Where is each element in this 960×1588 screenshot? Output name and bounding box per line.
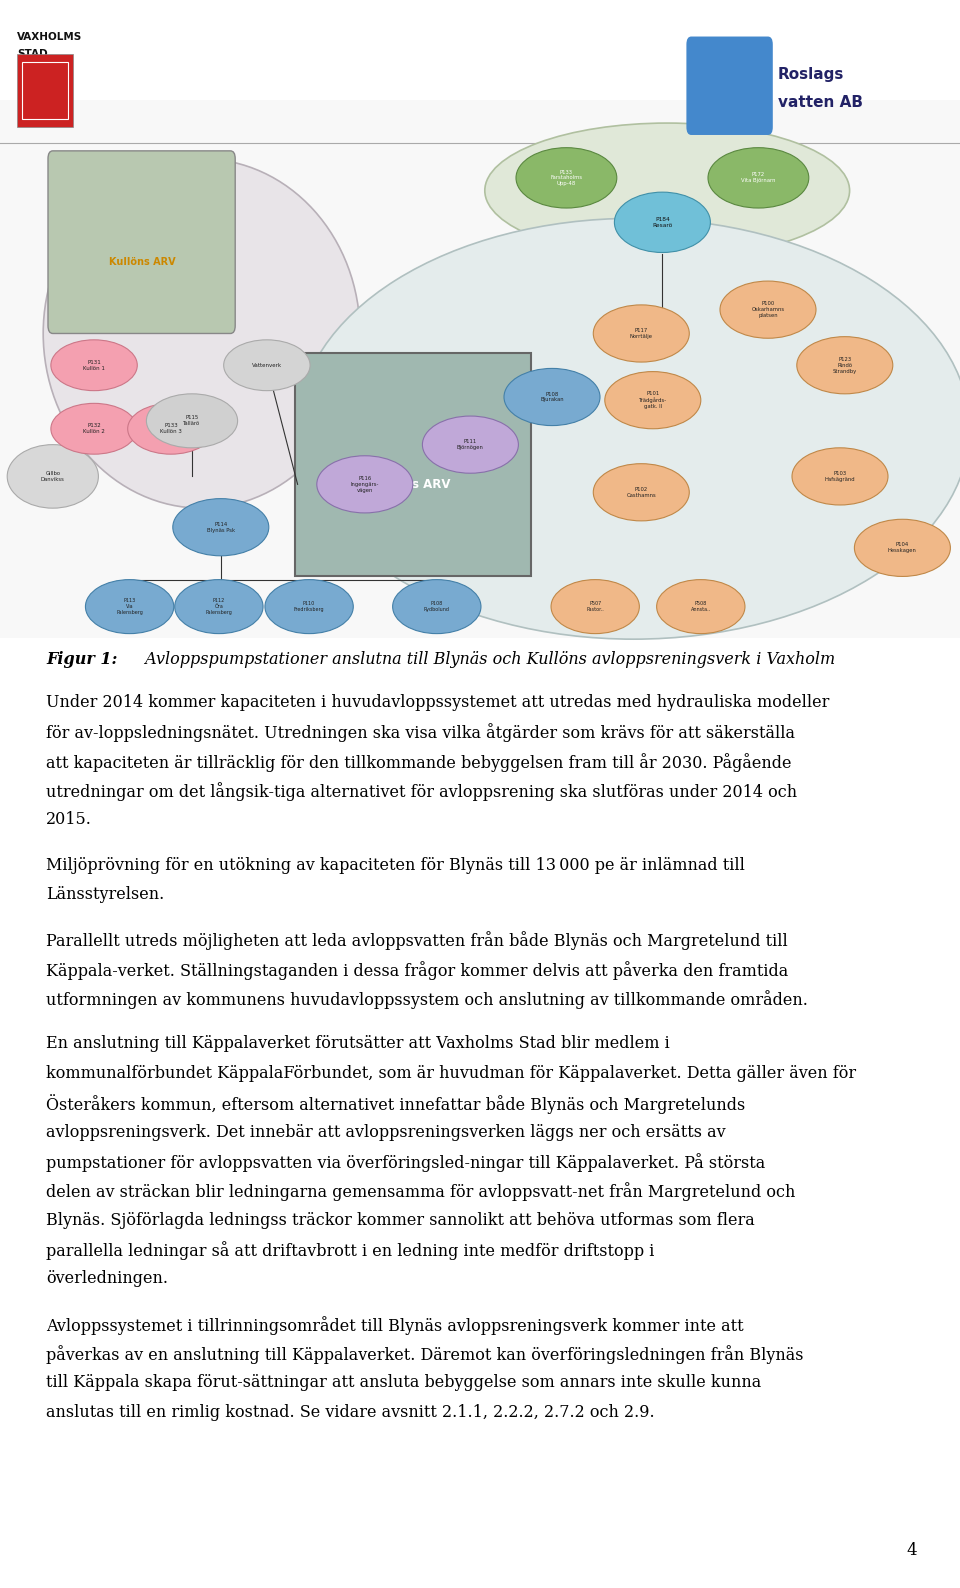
Text: för av-loppsledningsnätet. Utredningen ska visa vilka åtgärder som krävs för att: för av-loppsledningsnätet. Utredningen s… xyxy=(46,724,795,742)
Text: P112
Öra
Palensberg: P112 Öra Palensberg xyxy=(205,599,232,615)
Text: utformningen av kommunens huvudavloppssystem och anslutning av tillkommande områ: utformningen av kommunens huvudavloppssy… xyxy=(46,991,808,1008)
Text: Blynäs. Sjöförlagda ledningss träckor kommer sannolikt att behöva utformas som f: Blynäs. Sjöförlagda ledningss träckor ko… xyxy=(46,1212,755,1229)
Text: att kapaciteten är tillräcklig för den tillkommande bebyggelsen fram till år 203: att kapaciteten är tillräcklig för den t… xyxy=(46,753,792,772)
Ellipse shape xyxy=(146,394,238,448)
Ellipse shape xyxy=(51,403,137,454)
Text: P108
Rydbolund: P108 Rydbolund xyxy=(423,602,450,611)
Text: P133
Kullön 3: P133 Kullön 3 xyxy=(160,424,181,434)
Ellipse shape xyxy=(708,148,808,208)
Text: Blynas ARV: Blynas ARV xyxy=(375,478,450,491)
Text: Roslags: Roslags xyxy=(778,67,844,81)
FancyBboxPatch shape xyxy=(17,54,73,127)
Text: Österåkers kommun, eftersom alternativet innefattar både Blynäs och Margretelund: Österåkers kommun, eftersom alternativet… xyxy=(46,1094,745,1115)
Text: P111
Björnögen: P111 Björnögen xyxy=(457,440,484,449)
Text: pumpstationer för avloppsvatten via överföringsled-ningar till Käppalaverket. På: pumpstationer för avloppsvatten via över… xyxy=(46,1153,765,1172)
Text: Länsstyrelsen.: Länsstyrelsen. xyxy=(46,886,164,904)
Text: vatten AB: vatten AB xyxy=(778,95,863,110)
Text: VAXHOLMS: VAXHOLMS xyxy=(17,32,83,41)
Ellipse shape xyxy=(265,580,353,634)
FancyBboxPatch shape xyxy=(48,151,235,333)
Ellipse shape xyxy=(504,368,600,426)
Text: P113
Via
Palensberg: P113 Via Palensberg xyxy=(116,599,143,615)
Ellipse shape xyxy=(551,580,639,634)
Text: Avloppssystemet i tillrinningsområdet till Blynäs avloppsreningsverk kommer inte: Avloppssystemet i tillrinningsområdet ti… xyxy=(46,1316,744,1334)
Text: 2015.: 2015. xyxy=(46,811,92,829)
Text: P116
Ingengärs-
vägen: P116 Ingengärs- vägen xyxy=(350,476,379,492)
Ellipse shape xyxy=(175,580,263,634)
Text: P508
Annsta..: P508 Annsta.. xyxy=(691,602,710,611)
Text: P100
Oskarhamns
platsen: P100 Oskarhamns platsen xyxy=(752,302,784,318)
Text: P102
Casthamns: P102 Casthamns xyxy=(627,488,656,497)
Ellipse shape xyxy=(797,337,893,394)
Text: P110
Fredriksberg: P110 Fredriksberg xyxy=(294,602,324,611)
Text: Avloppspumpstationer anslutna till Blynäs och Kullöns avloppsreningsverk i Vaxho: Avloppspumpstationer anslutna till Blynä… xyxy=(140,651,835,669)
Ellipse shape xyxy=(173,499,269,556)
Ellipse shape xyxy=(593,305,689,362)
Ellipse shape xyxy=(605,372,701,429)
Text: parallella ledningar så att driftavbrott i en ledning inte medför driftstopp i: parallella ledningar så att driftavbrott… xyxy=(46,1242,655,1259)
Text: anslutas till en rimlig kostnad. Se vidare avsnitt 2.1.1, 2.2.2, 2.7.2 och 2.9.: anslutas till en rimlig kostnad. Se vida… xyxy=(46,1404,655,1421)
Ellipse shape xyxy=(224,340,310,391)
Text: P131
Kullön 1: P131 Kullön 1 xyxy=(84,360,105,370)
Ellipse shape xyxy=(485,124,850,257)
Text: påverkas av en anslutning till Käppalaverket. Däremot kan överföringsledningen f: påverkas av en anslutning till Käppalave… xyxy=(46,1345,804,1364)
Text: Käppala-verket. Ställningstaganden i dessa frågor kommer delvis att påverka den : Käppala-verket. Ställningstaganden i des… xyxy=(46,961,788,980)
Ellipse shape xyxy=(393,580,481,634)
Text: kommunalförbundet KäppalaFörbundet, som är huvudman för Käppalaverket. Detta gäl: kommunalförbundet KäppalaFörbundet, som … xyxy=(46,1066,856,1081)
Ellipse shape xyxy=(792,448,888,505)
Text: P172
Vita Björnarn: P172 Vita Björnarn xyxy=(741,173,776,183)
Text: Under 2014 kommer kapaciteten i huvudavloppssystemet att utredas med hydrauliska: Under 2014 kommer kapaciteten i huvudavl… xyxy=(46,694,829,711)
Ellipse shape xyxy=(298,218,960,640)
Ellipse shape xyxy=(128,403,214,454)
Text: Parallellt utreds möjligheten att leda avloppsvatten från både Blynäs och Margre: Parallellt utreds möjligheten att leda a… xyxy=(46,931,788,950)
Text: P123
Rindö
Strandby: P123 Rindö Strandby xyxy=(832,357,857,373)
Text: P101
Trädgårds-
gatk. II: P101 Trädgårds- gatk. II xyxy=(638,392,667,408)
Ellipse shape xyxy=(516,148,616,208)
Text: utredningar om det långsik-tiga alternativet för avloppsrening ska slutföras und: utredningar om det långsik-tiga alternat… xyxy=(46,781,797,800)
Text: P117
Norrtälje: P117 Norrtälje xyxy=(630,329,653,338)
Text: P103
Hafsägränd: P103 Hafsägränd xyxy=(825,472,855,481)
Text: P507
Pastor..: P507 Pastor.. xyxy=(587,602,604,611)
Text: P133
Farstaholms
Upp-48: P133 Farstaholms Upp-48 xyxy=(550,170,583,186)
FancyBboxPatch shape xyxy=(0,100,960,638)
Text: Vattenverk: Vattenverk xyxy=(252,362,282,368)
Text: Miljöprövning för en utökning av kapaciteten för Blynäs till 13 000 pe är inlämn: Miljöprövning för en utökning av kapacit… xyxy=(46,858,745,873)
Text: Kullöns ARV: Kullöns ARV xyxy=(108,257,176,267)
Ellipse shape xyxy=(657,580,745,634)
Text: Gillbo
Danvikss: Gillbo Danvikss xyxy=(41,472,64,481)
FancyBboxPatch shape xyxy=(686,37,773,135)
Ellipse shape xyxy=(317,456,413,513)
Ellipse shape xyxy=(593,464,689,521)
Text: till Käppala skapa förut-sättningar att ansluta bebyggelse som annars inte skull: till Käppala skapa förut-sättningar att … xyxy=(46,1375,761,1391)
Ellipse shape xyxy=(422,416,518,473)
Text: överledningen.: överledningen. xyxy=(46,1270,168,1288)
Text: En anslutning till Käppalaverket förutsätter att Vaxholms Stad blir medlem i: En anslutning till Käppalaverket förutsä… xyxy=(46,1035,670,1053)
Text: STAD: STAD xyxy=(17,49,48,59)
Text: P132
Kullön 2: P132 Kullön 2 xyxy=(84,424,105,434)
Text: P184
Resarö: P184 Resarö xyxy=(652,218,673,227)
Ellipse shape xyxy=(7,445,99,508)
Ellipse shape xyxy=(43,159,360,508)
Ellipse shape xyxy=(720,281,816,338)
Ellipse shape xyxy=(51,340,137,391)
FancyBboxPatch shape xyxy=(295,353,531,576)
Text: P108
Bjurakan: P108 Bjurakan xyxy=(540,392,564,402)
Text: 4: 4 xyxy=(906,1542,917,1559)
Ellipse shape xyxy=(614,192,710,252)
Text: P115
Tallärö: P115 Tallärö xyxy=(183,416,201,426)
Text: avloppsreningsverk. Det innebär att avloppsreningsverken läggs ner och ersätts a: avloppsreningsverk. Det innebär att avlo… xyxy=(46,1124,726,1140)
FancyBboxPatch shape xyxy=(22,62,68,119)
Text: P104
Hesskagen: P104 Hesskagen xyxy=(888,543,917,553)
Text: delen av sträckan blir ledningarna gemensamma för avloppsvatt-net från Margretel: delen av sträckan blir ledningarna gemen… xyxy=(46,1183,796,1201)
Ellipse shape xyxy=(854,519,950,576)
Text: Figur 1:: Figur 1: xyxy=(46,651,117,669)
Text: P114
Blynäs Psk: P114 Blynäs Psk xyxy=(206,522,235,532)
Ellipse shape xyxy=(85,580,174,634)
